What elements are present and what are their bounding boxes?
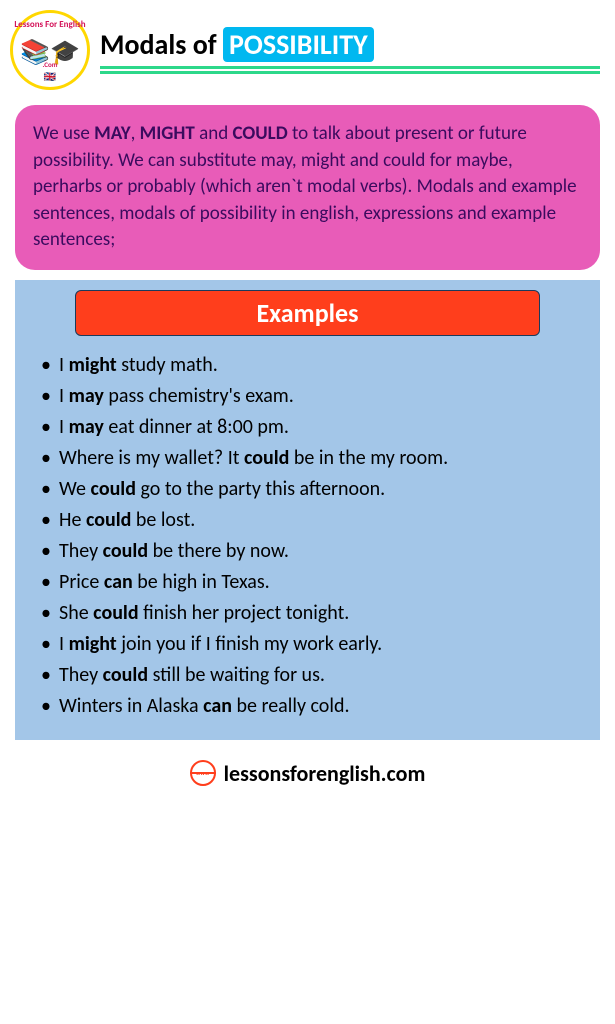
- header: Lessons For English 📚🎓 .Com 🇬🇧 Modals of…: [0, 0, 615, 95]
- example-text: be there by now.: [148, 539, 289, 563]
- example-text: We: [59, 477, 91, 501]
- list-item: He could be lost.: [37, 505, 578, 536]
- intro-bold: MIGHT: [140, 122, 195, 145]
- list-item: They could still be waiting for us.: [37, 660, 578, 691]
- page-title: Modals of POSSIBILITY: [100, 27, 600, 62]
- intro-text: and: [195, 122, 233, 145]
- example-modal: might: [69, 632, 117, 656]
- list-item: Winters in Alaska can be really cold.: [37, 691, 578, 722]
- example-text: be lost.: [131, 508, 195, 532]
- example-text: go to the party this afternoon.: [136, 477, 385, 501]
- list-item: I may pass chemistry's exam.: [37, 381, 578, 412]
- example-modal: might: [69, 353, 117, 377]
- list-item: Where is my wallet? It could be in the m…: [37, 443, 578, 474]
- logo-text-bottom: .Com: [43, 60, 58, 69]
- example-list: I might study math.I may pass chemistry'…: [15, 350, 600, 722]
- example-text: She: [59, 601, 93, 625]
- title-prefix: Modals of: [100, 27, 223, 62]
- list-item: I may eat dinner at 8:00 pm.: [37, 412, 578, 443]
- example-modal: could: [103, 539, 148, 563]
- example-modal: may: [69, 384, 104, 408]
- example-text: eat dinner at 8:00 pm.: [104, 415, 289, 439]
- examples-header: Examples: [75, 290, 540, 336]
- example-text: be really cold.: [232, 694, 349, 718]
- intro-box: We use MAY, MIGHT and COULD to talk abou…: [15, 105, 600, 270]
- intro-bold: COULD: [232, 122, 287, 145]
- logo-text-top: Lessons For English: [14, 19, 85, 30]
- example-modal: could: [86, 508, 131, 532]
- example-modal: may: [69, 415, 104, 439]
- example-text: I: [59, 384, 69, 408]
- list-item: Price can be high in Texas.: [37, 567, 578, 598]
- example-text: finish her project tonight.: [139, 601, 350, 625]
- example-text: They: [59, 539, 103, 563]
- example-modal: could: [244, 446, 289, 470]
- title-block: Modals of POSSIBILITY: [100, 27, 600, 74]
- list-item: I might join you if I finish my work ear…: [37, 629, 578, 660]
- example-text: I: [59, 353, 69, 377]
- example-text: be high in Texas.: [133, 570, 270, 594]
- title-underline: [100, 66, 600, 74]
- logo-flag-icon: 🇬🇧: [44, 70, 56, 83]
- list-item: We could go to the party this afternoon.: [37, 474, 578, 505]
- example-modal: can: [203, 694, 232, 718]
- intro-text: We use: [33, 122, 94, 145]
- example-modal: could: [93, 601, 138, 625]
- list-item: She could finish her project tonight.: [37, 598, 578, 629]
- example-text: still be waiting for us.: [148, 663, 325, 687]
- example-text: I: [59, 415, 69, 439]
- example-modal: could: [91, 477, 136, 501]
- globe-icon: [190, 760, 216, 786]
- example-text: They: [59, 663, 103, 687]
- list-item: They could be there by now.: [37, 536, 578, 567]
- example-text: Winters in Alaska: [59, 694, 203, 718]
- footer-url: lessonsforenglish.com: [224, 760, 426, 787]
- example-text: He: [59, 508, 86, 532]
- example-text: pass chemistry's exam.: [104, 384, 294, 408]
- example-modal: can: [104, 570, 133, 594]
- logo: Lessons For English 📚🎓 .Com 🇬🇧: [10, 10, 90, 90]
- list-item: I might study math.: [37, 350, 578, 381]
- example-text: I: [59, 632, 69, 656]
- intro-bold: MAY: [94, 122, 130, 145]
- title-highlight: POSSIBILITY: [223, 27, 374, 62]
- example-text: join you if I finish my work early.: [117, 632, 382, 656]
- example-text: study math.: [117, 353, 218, 377]
- example-text: be in the my room.: [289, 446, 448, 470]
- footer: lessonsforenglish.com: [0, 750, 615, 797]
- example-modal: could: [103, 663, 148, 687]
- intro-text: ,: [131, 122, 140, 145]
- example-text: Where is my wallet? It: [59, 446, 244, 470]
- example-text: Price: [59, 570, 104, 594]
- examples-section: Examples I might study math.I may pass c…: [15, 280, 600, 740]
